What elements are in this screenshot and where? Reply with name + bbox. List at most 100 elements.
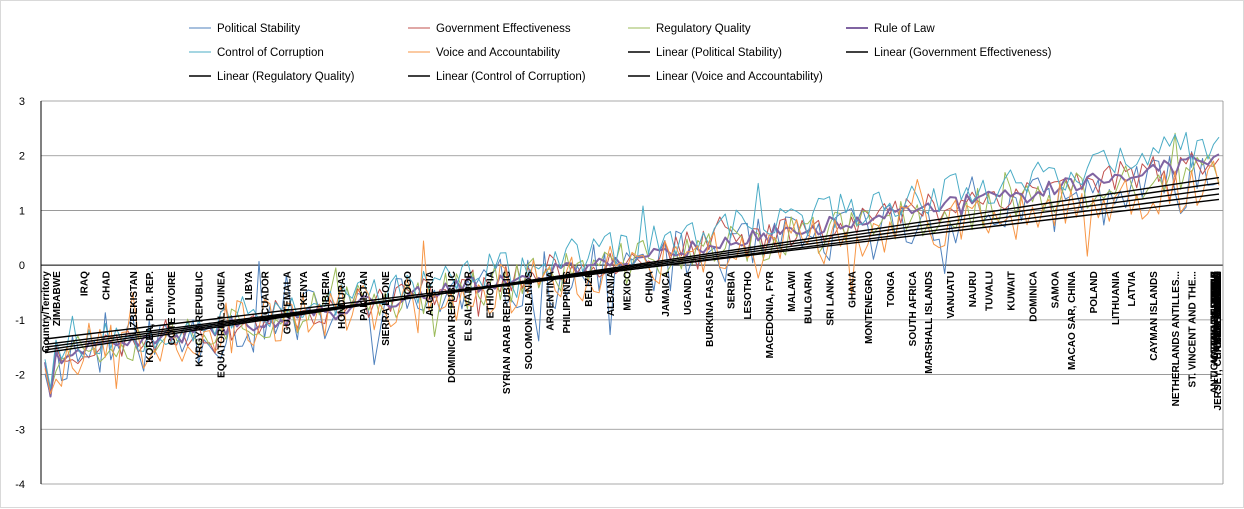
x-category-label: LESOTHO [743, 271, 754, 320]
y-tick-label: -1 [15, 315, 25, 327]
x-category-label: VANUATU [946, 271, 957, 318]
x-category-label: LUXEMBOURG [1213, 271, 1224, 343]
x-category-label: KUWAIT [1007, 271, 1018, 310]
x-category-label: BELIZE [584, 271, 595, 307]
x-category-label: GHANA [847, 271, 858, 308]
x-category-label: CHAD [101, 271, 112, 300]
x-category-label: ESTONIA [1210, 271, 1221, 315]
y-tick-label: -4 [15, 479, 25, 491]
x-category-label: ST. VINCENT AND THE... [1188, 271, 1199, 388]
legend-label: Linear (Control of Corruption) [436, 71, 586, 83]
trendline [44, 198, 1220, 340]
series-line [44, 151, 1220, 397]
x-category-label: Country/Territory [41, 271, 52, 353]
x-category-label: SWEDEN [1213, 271, 1224, 315]
x-category-label: ECUADOR [260, 270, 271, 321]
legend-label: Linear (Regulatory Quality) [217, 71, 355, 83]
x-category-label: DOMINICAN REPUBLIC [447, 271, 458, 383]
x-category-label: LATVIA [1127, 271, 1138, 306]
legend-label: Regulatory Quality [656, 23, 751, 35]
x-category-label: CAYMAN ISLANDS [1149, 271, 1160, 361]
x-category-label: SWITZERLAND [1213, 271, 1224, 344]
x-category-label: TOGO [403, 271, 414, 300]
x-category-label: ALGERIA [425, 271, 436, 316]
x-category-label: JERSEY, CHANNEL ISLANDS [1213, 271, 1224, 411]
x-category-label: UGANDA [683, 271, 694, 315]
x-category-label: BULGARIA [804, 271, 815, 324]
x-category-label: SAMOA [1050, 271, 1061, 308]
legend-label: Control of Corruption [217, 47, 324, 59]
x-category-label: ETHIOPIA [485, 271, 496, 318]
x-category-label: MARSHALL ISLANDS [924, 271, 935, 374]
legend-label: Political Stability [217, 23, 300, 35]
legend-label: Government Effectiveness [436, 23, 571, 35]
x-category-label: KENYA [299, 271, 310, 305]
axes: 3 2 1 0 -1 -2 -3 -4 [15, 96, 1224, 491]
x-category-label: AMERICAN SAMOA [1210, 271, 1221, 365]
legend-label: Linear (Political Stability) [656, 47, 782, 59]
trendline [44, 182, 1220, 351]
x-category-label: CHILE [1210, 271, 1221, 301]
x-category-label: KOREA, DEM. REP. [145, 271, 156, 363]
x-category-label: NORWAY [1213, 271, 1224, 315]
x-category-label: SOUTH AFRICA [908, 271, 919, 346]
x-category-label: UNITED KINGDOM [1213, 271, 1224, 359]
trendlines [44, 176, 1220, 354]
x-category-label: CZECH REPUBLIC [1210, 271, 1221, 359]
x-category-label: LIBERIA [321, 271, 332, 311]
x-category-label: CHINA [644, 271, 655, 303]
x-category-label: ALBANIA [606, 271, 617, 316]
x-category-label: TAIWAN, CHINA [1210, 271, 1221, 347]
x-category-label: PHILIPPINES [562, 271, 573, 334]
x-category-label: LIBYA [244, 271, 255, 300]
x-category-label: ZIMBABWE [52, 271, 63, 326]
x-category-label: UNITED STATES [1213, 271, 1224, 349]
x-category-label: SYRIAN ARAB REPUBLIC [502, 271, 513, 394]
x-category-label: MEXICO [623, 271, 634, 311]
x-category-label: JAPAN [1210, 271, 1221, 304]
x-category-label: SOLOMON ISLANDS [524, 271, 535, 370]
x-category-label: BELGIUM [1213, 271, 1224, 317]
x-category-label: SRI LANKA [825, 271, 836, 325]
x-category-label: ANTIGUA AND BARBUDA [1210, 271, 1221, 394]
x-category-label: DOMINICA [1028, 271, 1039, 322]
x-category-label: JAMAICA [661, 271, 672, 317]
y-tick-label: 1 [19, 205, 25, 217]
y-tick-label: 3 [19, 96, 25, 108]
category-labels: Country/Territory ZIMBABWE IRAQ CHAD UZBEKIS… [41, 270, 1224, 410]
x-category-label: KYRGYZ REPUBLIC [195, 271, 206, 367]
x-category-label: HONDURAS [337, 271, 348, 329]
legend: Political Stability Government Effectiven… [189, 23, 1052, 83]
trendline [44, 176, 1220, 354]
x-category-label: LITHUANIA [1111, 271, 1122, 325]
x-category-label: POLAND [1089, 271, 1100, 313]
legend-label: Linear (Voice and Accountability) [656, 71, 823, 83]
y-tick-label: 2 [19, 151, 25, 163]
x-category-label: EQUATORIAL GUINEA [217, 271, 228, 378]
x-category-label: SIERRA LEONE [381, 271, 392, 346]
x-category-label: UZBEKISTAN [129, 271, 140, 335]
x-category-label: MALAWI [787, 271, 798, 312]
x-category-label: PAKISTAN [359, 271, 370, 321]
x-category-label: COTE D'IVOIRE [167, 271, 178, 345]
y-tick-label: -3 [15, 424, 25, 436]
x-category-label: ARGENTINA [546, 271, 557, 330]
legend-label: Voice and Accountability [436, 47, 560, 59]
x-category-label: IRAQ [79, 271, 90, 296]
x-category-label: NAURU [968, 271, 979, 307]
trendline [44, 187, 1220, 348]
x-category-label: MACAO SAR, CHINA [1067, 271, 1078, 370]
y-tick-label: -2 [15, 370, 25, 382]
y-tick-label: 0 [19, 260, 25, 272]
x-category-label: SERBIA [727, 271, 738, 309]
x-category-label: TUVALU [985, 271, 996, 311]
x-category-label: MACEDONIA, FYR [765, 270, 776, 358]
x-category-label: MONTENEGRO [864, 271, 875, 344]
x-category-label: BURKINA FASO [705, 271, 716, 347]
legend-label: Linear (Government Effectiveness) [874, 47, 1052, 59]
x-category-label: TONGA [886, 271, 897, 307]
x-category-label: EL SALVADOR [463, 270, 474, 341]
x-category-label: NETHERLANDS ANTILLES... [1171, 271, 1182, 406]
